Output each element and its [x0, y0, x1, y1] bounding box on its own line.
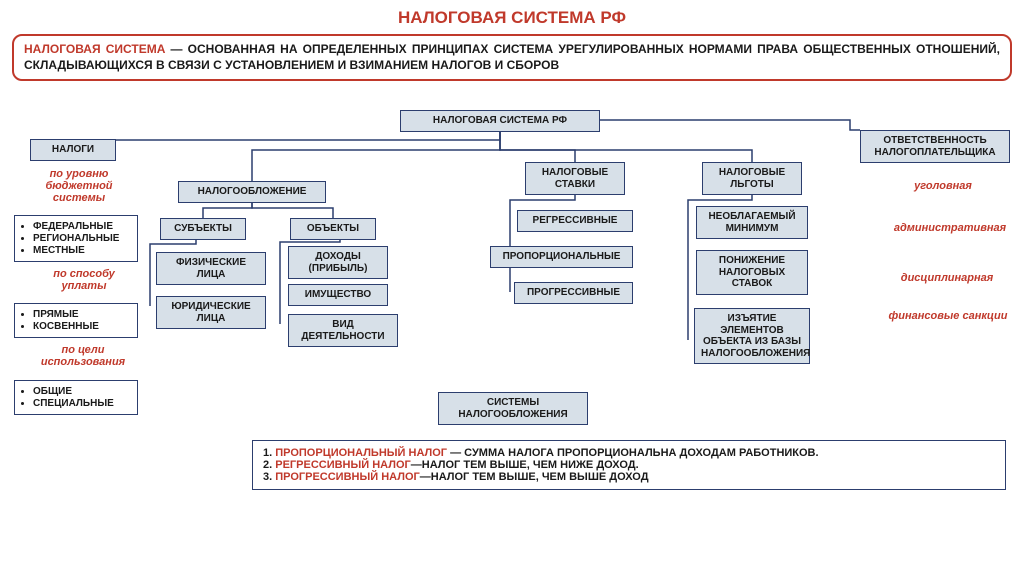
node-nalogi: НАЛОГИ [30, 139, 116, 161]
node-progressive: ПРОГРЕССИВНЫЕ [514, 282, 633, 304]
node-lower: ПОНИЖЕНИЕ НАЛОГОВЫХ СТАВОК [696, 250, 808, 295]
red-label-r4: уголовная [888, 180, 998, 192]
definition-box: НАЛОГОВАЯ СИСТЕМА — ОСНОВАННАЯ НА ОПРЕДЕ… [12, 34, 1012, 81]
node-property: ИМУЩЕСТВО [288, 284, 388, 306]
red-label-r1: по уровню бюджетной системы [24, 168, 134, 204]
node-neobl: НЕОБЛАГАЕМЫЙ МИНИМУМ [696, 206, 808, 239]
node-rates: НАЛОГОВЫЕ СТАВКИ [525, 162, 625, 195]
red-label-r3: по цели использования [28, 344, 138, 368]
red-label-r6: дисциплинарная [872, 272, 1022, 284]
main-title: НАЛОГОВАЯ СИСТЕМА РФ [0, 0, 1024, 34]
node-activity: ВИД ДЕЯТЕЛЬНОСТИ [288, 314, 398, 347]
node-phys: ФИЗИЧЕСКИЕ ЛИЦА [156, 252, 266, 285]
list-l3: ОБЩИЕСПЕЦИАЛЬНЫЕ [14, 380, 138, 415]
node-benefits: НАЛОГОВЫЕ ЛЬГОТЫ [702, 162, 802, 195]
node-income: ДОХОДЫ (ПРИБЫЛЬ) [288, 246, 388, 279]
node-regressive: РЕГРЕССИВНЫЕ [517, 210, 633, 232]
red-label-r5: административная [870, 222, 1024, 234]
node-jur: ЮРИДИЧЕСКИЕ ЛИЦА [156, 296, 266, 329]
node-proportional: ПРОПОРЦИОНАЛЬНЫЕ [490, 246, 633, 268]
list-l2: ПРЯМЫЕКОСВЕННЫЕ [14, 303, 138, 338]
red-label-r2: по способу уплаты [34, 268, 134, 292]
node-objects: ОБЪЕКТЫ [290, 218, 376, 240]
definition-term: НАЛОГОВАЯ СИСТЕМА [24, 42, 165, 56]
list-l1: ФЕДЕРАЛЬНЫЕРЕГИОНАЛЬНЫЕМЕСТНЫЕ [14, 215, 138, 262]
node-systems: СИСТЕМЫ НАЛОГООБЛОЖЕНИЯ [438, 392, 588, 425]
node-taxation: НАЛОГООБЛОЖЕНИЕ [178, 181, 326, 203]
red-label-r7: финансовые санкции [888, 310, 1008, 322]
node-subjects: СУБЪЕКТЫ [160, 218, 246, 240]
node-root: НАЛОГОВАЯ СИСТЕМА РФ [400, 110, 600, 132]
definition-text: — ОСНОВАННАЯ НА ОПРЕДЕЛЕННЫХ ПРИНЦИПАХ С… [24, 42, 1000, 72]
node-exempt: ИЗЪЯТИЕ ЭЛЕМЕНТОВ ОБЪЕКТА ИЗ БАЗЫ НАЛОГО… [694, 308, 810, 364]
node-otvet: ОТВЕТСТВЕННОСТЬ НАЛОГОПЛАТЕЛЬЩИКА [860, 130, 1010, 163]
systems-definitions: 1. ПРОПОРЦИОНАЛЬНЫЙ НАЛОГ — СУММА НАЛОГА… [252, 440, 1006, 490]
